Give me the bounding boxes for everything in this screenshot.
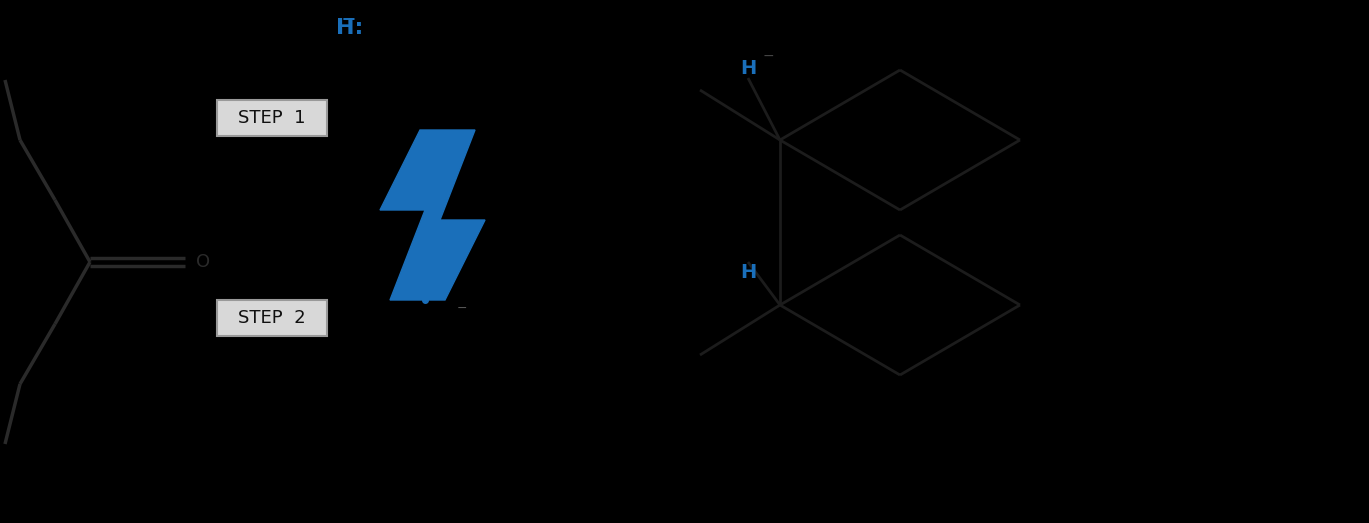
Text: H: H bbox=[739, 263, 756, 281]
Text: −: − bbox=[763, 49, 773, 63]
Text: −: − bbox=[457, 301, 467, 314]
Text: H̅:: H̅: bbox=[337, 18, 364, 38]
FancyBboxPatch shape bbox=[218, 300, 327, 336]
Text: H: H bbox=[739, 59, 756, 77]
FancyBboxPatch shape bbox=[218, 100, 327, 136]
Text: O: O bbox=[196, 253, 209, 271]
Text: STEP  2: STEP 2 bbox=[238, 309, 305, 327]
Text: STEP  1: STEP 1 bbox=[238, 109, 305, 127]
Polygon shape bbox=[381, 130, 485, 300]
